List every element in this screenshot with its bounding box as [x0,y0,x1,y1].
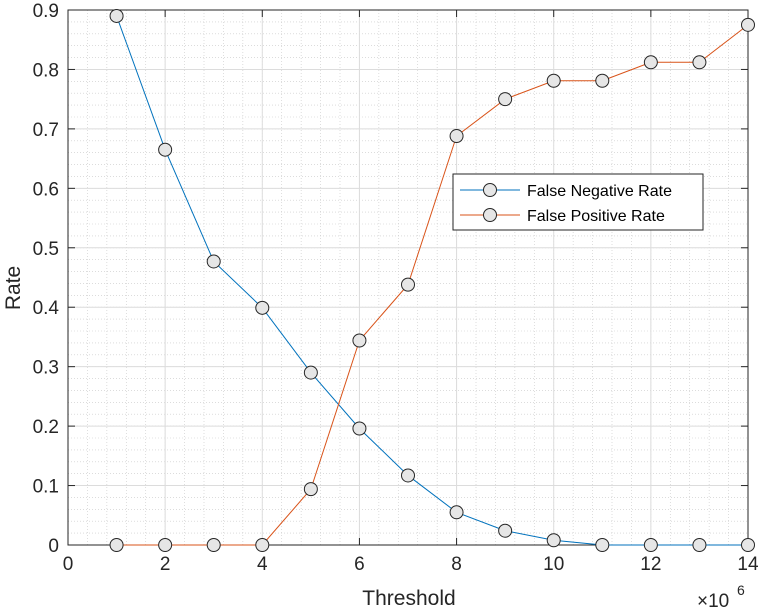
y-tick-label: 0.9 [33,1,59,22]
y-tick-label: 0.5 [33,239,59,260]
data-point-fpr [352,333,367,348]
data-point-fpr [498,92,513,107]
data-point-fpr [206,538,221,552]
legend-marker-fnr [483,183,497,197]
data-point-fnr [352,421,367,436]
series-layer [109,8,755,552]
data-point-fnr [498,523,513,538]
data-point-fpr [255,538,270,552]
data-point-fpr [303,482,318,497]
x-tick-label: 12 [640,554,661,575]
data-point-fpr [595,73,610,88]
data-point-fnr [449,505,464,520]
data-point-fpr [449,129,464,144]
data-point-fpr [692,55,707,70]
x-tick-label: 0 [63,554,74,575]
series-line-fnr [116,15,748,546]
y-tick-label: 0.1 [33,477,59,498]
y-tick-label: 0.4 [33,298,60,319]
y-tick-label: 0 [48,536,59,557]
y-tick-label: 0.3 [33,358,59,379]
data-point-fpr [643,55,658,70]
data-point-fnr [158,142,173,157]
major-grid [67,9,749,546]
legend-label-fnr: False Negative Rate [527,183,672,200]
x-tick-label: 14 [737,554,759,575]
y-tick-label: 0.6 [33,179,59,200]
x-axis-title: Threshold [362,587,455,610]
data-point-fnr [255,300,270,315]
data-point-fnr [643,538,658,552]
legend-label-fpr: False Positive Rate [527,208,665,225]
data-point-fpr [546,73,561,88]
y-axis-title: Rate [2,266,25,310]
data-point-fnr [546,533,561,548]
x-exponent-base: ×10 [697,591,729,611]
y-tick-label: 0.7 [33,120,59,141]
x-tick-label: 10 [543,554,564,575]
data-point-fnr [692,538,707,552]
x-tick-label: 2 [160,554,171,575]
legend-marker-fpr [483,208,497,222]
x-axis-exponent: ×10 6 [697,582,745,611]
data-point-fpr [741,17,755,32]
tick-labels: 0 2 4 6 8 10 12 14 0 0.1 0.2 0.3 0.4 0.5 0.6 0.7 0.8 0.9 [33,1,759,575]
data-point-fnr [303,365,318,380]
data-point-fnr [206,254,221,269]
minor-grid [67,9,749,546]
data-point-fnr [109,8,124,23]
data-point-fnr [741,538,755,552]
data-point-fpr [401,277,415,292]
plot-area-frame [67,9,749,546]
data-point-fpr [109,538,124,552]
x-tick-label: 4 [257,554,268,575]
series-line-fpr [116,24,749,546]
legend-box [452,173,704,231]
x-tick-label: 8 [451,554,462,575]
axis-ticks [67,9,749,546]
y-tick-label: 0.8 [33,60,59,81]
x-exponent-power: 6 [737,582,745,598]
data-point-fnr [401,468,415,483]
data-point-fpr [158,538,173,552]
data-point-fnr [595,538,610,552]
y-tick-label: 0.2 [33,417,59,438]
legend: False Negative Rate False Positive Rate [452,173,704,231]
x-tick-label: 6 [354,554,365,575]
